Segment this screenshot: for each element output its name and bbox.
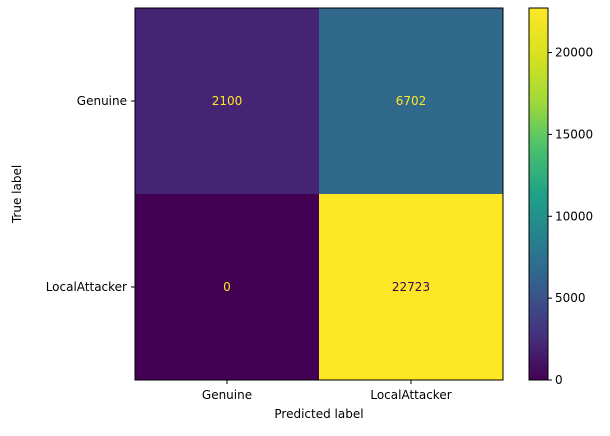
cell-value-label-0-0: 2100	[212, 94, 243, 108]
heatmap-cell-0-0	[135, 8, 319, 194]
y-axis-label: True label	[10, 165, 24, 224]
y-axis-tick-label-1: LocalAttacker	[46, 280, 127, 294]
cell-value-label-1-1: 22723	[392, 280, 430, 294]
x-axis-tick-label-1: LocalAttacker	[370, 388, 451, 402]
cell-value-label-1-0: 0	[223, 280, 231, 294]
colorbar-frame	[528, 7, 549, 381]
colorbar: 0 5000 10000 15000 20000	[528, 7, 593, 387]
x-axis: Genuine LocalAttacker	[202, 380, 452, 402]
y-axis-tick-label-0: Genuine	[77, 94, 127, 108]
colorbar-tick-label-2: 10000	[555, 209, 593, 223]
heatmap-cell-1-0	[135, 194, 319, 380]
colorbar-tick-label-1: 5000	[555, 291, 586, 305]
colorbar-tick-label-0: 0	[555, 373, 563, 387]
colorbar-ticks: 0 5000 10000 15000 20000	[548, 46, 593, 387]
colorbar-tick-label-4: 20000	[555, 46, 593, 60]
colorbar-tick-label-3: 15000	[555, 127, 593, 141]
heatmap-cell-0-1	[319, 8, 503, 194]
cell-value-label-0-1: 6702	[396, 94, 427, 108]
heatmap-cell-1-1	[319, 194, 503, 380]
colorbar-gradient	[529, 8, 548, 380]
x-axis-label: Predicted label	[274, 407, 363, 421]
x-axis-tick-label-0: Genuine	[202, 388, 252, 402]
y-axis: Genuine LocalAttacker	[46, 94, 135, 294]
plot-frame	[134, 7, 504, 381]
heatmap: 2100 6702 0 22723	[135, 8, 503, 380]
